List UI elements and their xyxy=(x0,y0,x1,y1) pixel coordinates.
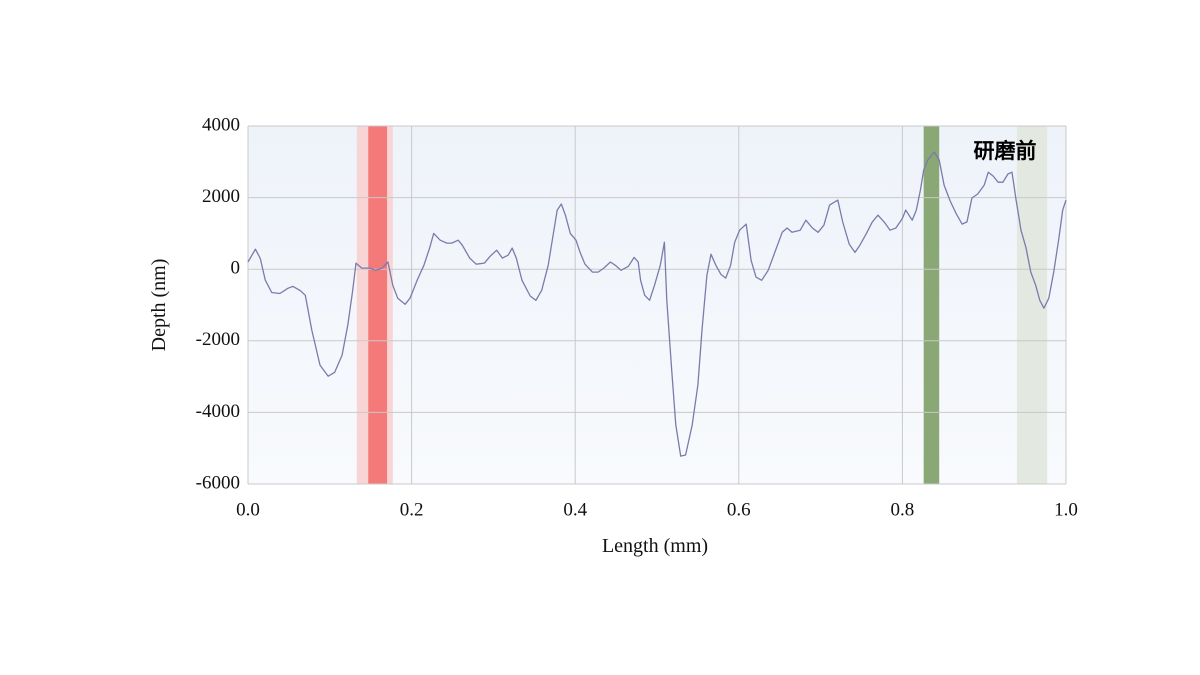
highlight-band xyxy=(923,126,940,484)
x-tick-label: 0.8 xyxy=(891,499,915,520)
x-tick-label: 0.2 xyxy=(400,499,424,520)
x-tick-label: 0.0 xyxy=(236,499,260,520)
y-tick-label: 2000 xyxy=(202,186,240,207)
y-tick-label: 4000 xyxy=(202,114,240,135)
y-tick-label: -2000 xyxy=(196,329,240,350)
highlight-band xyxy=(368,126,388,484)
y-tick-label: 0 xyxy=(231,258,241,279)
annotation: 研磨前 xyxy=(974,139,1037,163)
y-tick-label: -4000 xyxy=(196,401,240,422)
depth-line xyxy=(247,151,1067,457)
x-axis-label: Length (mm) xyxy=(602,535,708,557)
y-axis-label: Depth (nm) xyxy=(148,259,170,352)
x-tick-label: 0.6 xyxy=(727,499,751,520)
y-tick-label: -6000 xyxy=(196,472,240,493)
x-tick-label: 0.4 xyxy=(563,499,587,520)
x-tick-label: 1.0 xyxy=(1054,499,1078,520)
